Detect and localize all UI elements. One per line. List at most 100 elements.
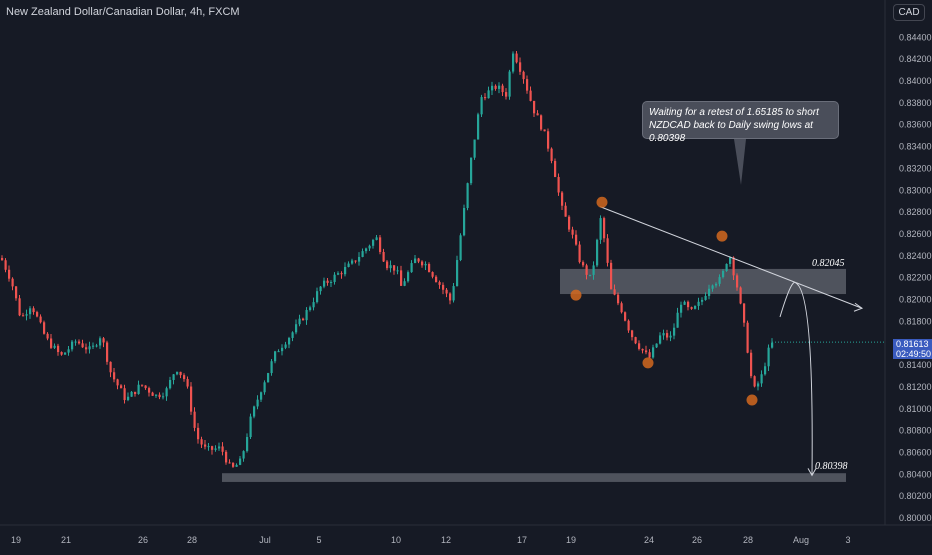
x-tick-label: 19 bbox=[11, 535, 21, 545]
swing-marker bbox=[746, 394, 758, 406]
y-tick-label: 0.80800 bbox=[899, 426, 932, 436]
candle-down bbox=[354, 260, 357, 262]
candle-down bbox=[8, 269, 11, 279]
currency-badge[interactable]: CAD bbox=[893, 4, 925, 21]
candle-up bbox=[456, 260, 459, 287]
grid-layer bbox=[0, 0, 932, 526]
candle-up bbox=[498, 85, 501, 89]
candle-down bbox=[431, 272, 434, 277]
candle-up bbox=[281, 347, 284, 352]
target-level-label: 0.80398 bbox=[815, 461, 848, 472]
candle-up bbox=[207, 446, 210, 448]
candle-up bbox=[680, 304, 683, 313]
y-tick-label: 0.80200 bbox=[899, 491, 932, 501]
candle-down bbox=[228, 462, 231, 464]
candle-up bbox=[414, 258, 417, 264]
candle-up bbox=[351, 260, 354, 264]
candle-up bbox=[88, 346, 91, 350]
candle-down bbox=[39, 316, 42, 323]
candle-up bbox=[676, 312, 679, 328]
candle-up bbox=[487, 90, 490, 99]
candle-up bbox=[344, 266, 347, 275]
candle-down bbox=[624, 312, 627, 321]
candle-down bbox=[50, 338, 53, 348]
y-tick-label: 0.80400 bbox=[899, 469, 932, 479]
swing-marker bbox=[596, 196, 608, 208]
projection-arrowhead bbox=[807, 468, 817, 477]
candle-up bbox=[711, 285, 714, 289]
trendline-arrowhead bbox=[853, 302, 864, 312]
candle-down bbox=[648, 352, 651, 358]
candle-down bbox=[421, 261, 424, 266]
candle-up bbox=[267, 373, 270, 383]
candle-up bbox=[596, 239, 599, 266]
candle-up bbox=[652, 347, 655, 358]
candle-down bbox=[540, 115, 543, 130]
x-tick-label: 26 bbox=[138, 535, 148, 545]
candle-up bbox=[683, 301, 686, 305]
candle-up bbox=[477, 114, 480, 140]
candle-up bbox=[368, 245, 371, 249]
candle-down bbox=[81, 343, 84, 348]
candle-down bbox=[585, 265, 588, 275]
candle-up bbox=[599, 218, 602, 240]
candle-down bbox=[617, 294, 620, 304]
candle-up bbox=[372, 239, 375, 246]
candle-down bbox=[750, 352, 753, 377]
x-tick-label: 12 bbox=[441, 535, 451, 545]
candle-down bbox=[36, 312, 39, 317]
candle-up bbox=[424, 263, 427, 266]
candle-down bbox=[575, 234, 578, 245]
candle-down bbox=[78, 341, 81, 344]
candle-down bbox=[386, 261, 389, 269]
x-tick-label: Aug bbox=[793, 535, 809, 545]
candle-up bbox=[130, 391, 133, 397]
candle-down bbox=[193, 411, 196, 428]
y-tick-label: 0.83200 bbox=[899, 163, 932, 173]
candle-up bbox=[407, 272, 410, 282]
symbol-title[interactable]: New Zealand Dollar/Canadian Dollar, 4h, … bbox=[6, 6, 240, 18]
candle-down bbox=[158, 394, 161, 398]
swing-marker bbox=[716, 230, 728, 242]
candle-down bbox=[326, 280, 329, 283]
candle-up bbox=[169, 379, 172, 389]
candle-up bbox=[589, 274, 592, 276]
x-tick-label: 28 bbox=[743, 535, 753, 545]
y-tick-label: 0.83400 bbox=[899, 142, 932, 152]
candle-up bbox=[725, 263, 728, 271]
resistance-level-label: 0.82045 bbox=[812, 258, 845, 269]
candle-down bbox=[743, 303, 746, 323]
candle-up bbox=[25, 314, 28, 316]
candle-down bbox=[550, 148, 553, 161]
current-price-tag: 0.81613 02:49:50 bbox=[893, 339, 932, 359]
x-tick-label: 19 bbox=[566, 535, 576, 545]
y-tick-label: 0.82600 bbox=[899, 229, 932, 239]
annotation-callout[interactable]: Waiting for a retest of 1.65185 to short… bbox=[642, 101, 839, 144]
candle-down bbox=[141, 384, 144, 386]
candle-up bbox=[701, 299, 704, 302]
y-tick-label: 0.81200 bbox=[899, 382, 932, 392]
current-price-value: 0.81613 bbox=[896, 339, 929, 349]
candle-down bbox=[519, 62, 522, 72]
candle-down bbox=[211, 446, 214, 450]
candle-up bbox=[218, 446, 221, 449]
candle-up bbox=[330, 281, 333, 283]
candle-down bbox=[393, 265, 396, 271]
candle-down bbox=[46, 333, 49, 339]
candle-down bbox=[379, 237, 382, 252]
candle-down bbox=[543, 129, 546, 132]
candle-down bbox=[144, 385, 147, 389]
candle-up bbox=[99, 338, 102, 346]
candle-up bbox=[270, 361, 273, 374]
candle-up bbox=[491, 85, 494, 91]
candle-up bbox=[323, 280, 326, 287]
x-tick-label: 21 bbox=[61, 535, 71, 545]
axis-layer: 0.84400 0.84200 0.84000 0.83800 0.83600 0.834… bbox=[11, 32, 932, 545]
candle-down bbox=[200, 439, 203, 445]
candle-up bbox=[508, 71, 511, 97]
candle-down bbox=[221, 446, 224, 452]
y-tick-label: 0.84200 bbox=[899, 54, 932, 64]
y-tick-label: 0.82200 bbox=[899, 273, 932, 283]
